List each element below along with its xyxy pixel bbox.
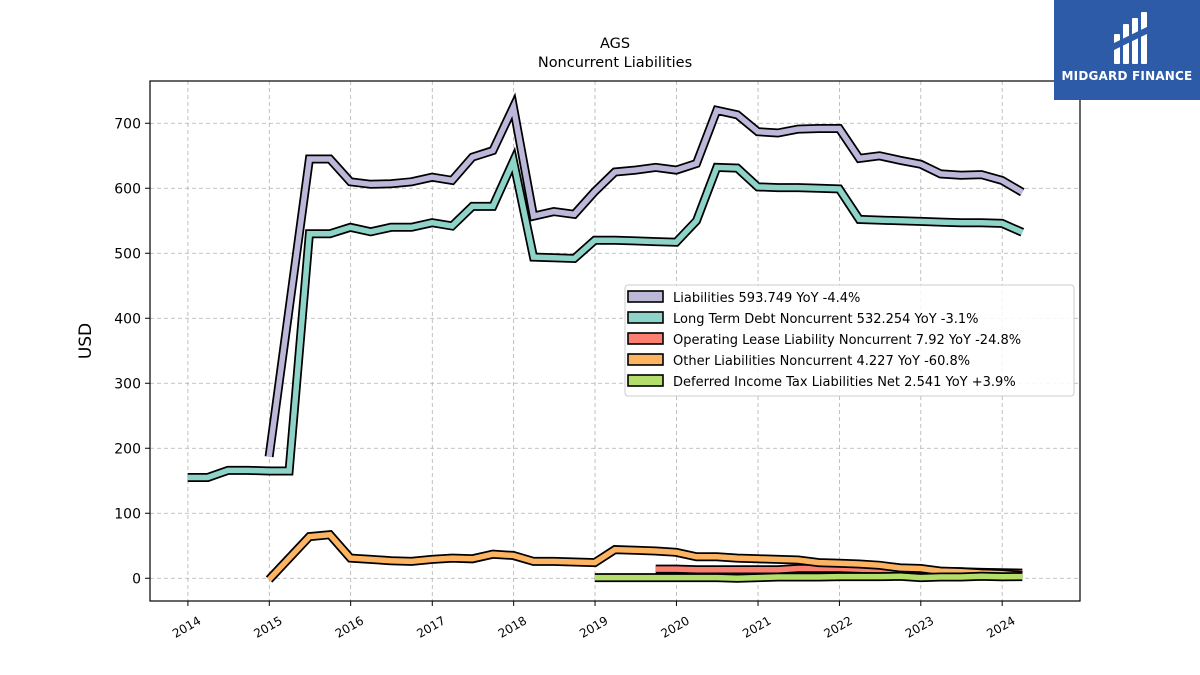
legend-entry-label: Deferred Income Tax Liabilities Net 2.54…: [673, 375, 1016, 390]
y-axis-label: USD: [76, 323, 96, 359]
y-tick-label: 600: [114, 181, 141, 197]
plot-frame: [149, 80, 1081, 602]
x-tick-label: 2024: [984, 613, 1017, 640]
x-tick-label: 2014: [170, 613, 203, 640]
legend-swatch: [627, 290, 664, 303]
x-tick-label: 2018: [496, 613, 529, 640]
legend: Liabilities 593.749 YoY -4.4% Long Term D…: [624, 284, 1075, 397]
legend-entry-label: Other Liabilities Noncurrent 4.227 YoY -…: [673, 354, 970, 369]
series-line-deferred-income-tax-liabilities-net: [594, 573, 1023, 582]
legend-box: [624, 284, 1075, 397]
x-tick-label: 2015: [251, 613, 284, 640]
y-tick-label: 400: [114, 311, 141, 327]
legend-swatch: [627, 374, 664, 387]
legend-entry-label: Operating Lease Liability Noncurrent 7.9…: [673, 333, 1021, 348]
y-tick-label: 100: [114, 506, 141, 522]
chart-title: AGS: [600, 36, 630, 52]
x-tick-label: 2022: [821, 613, 854, 640]
x-tick-label: 2016: [333, 613, 366, 640]
legend-entry-label: Long Term Debt Noncurrent 532.254 YoY -3…: [673, 312, 979, 327]
series-lines: [187, 92, 1025, 583]
brand-logo-text: MIDGARD FINANCE: [1061, 69, 1193, 83]
legend-entry-label: Liabilities 593.749 YoY -4.4%: [673, 291, 860, 306]
brand-logo: MIDGARD FINANCE: [1054, 0, 1200, 100]
y-tick-label: 500: [114, 246, 141, 262]
y-tick-label: 200: [114, 441, 141, 457]
legend-swatch: [627, 311, 664, 324]
x-tick-label: 2021: [740, 613, 773, 640]
series-line-liabilities: [266, 98, 1024, 458]
legend-swatch: [627, 353, 664, 366]
chart-subtitle: Noncurrent Liabilities: [538, 55, 692, 71]
series-line-long-term-debt-noncurrent: [187, 152, 1024, 481]
x-tick-label: 2023: [903, 613, 936, 640]
x-tick-label: 2019: [577, 613, 610, 640]
midgard-logo-icon: [1112, 12, 1149, 64]
y-tick-label: 300: [114, 376, 141, 392]
series-line-other-liabilities-noncurrent: [267, 531, 1023, 582]
x-tick-label: 2017: [414, 613, 447, 640]
y-tick-label: 700: [114, 116, 141, 132]
legend-swatch: [627, 332, 664, 345]
x-tick-label: 2020: [658, 613, 691, 640]
y-tick-label: 0: [132, 571, 141, 587]
